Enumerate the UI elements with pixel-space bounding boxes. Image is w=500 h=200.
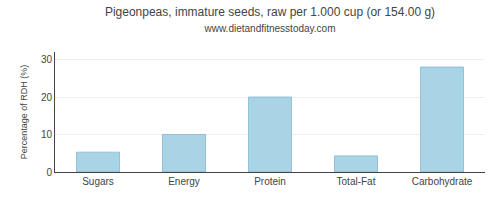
- svg-text:30: 30: [41, 54, 53, 65]
- svg-text:Protein: Protein: [254, 176, 286, 187]
- svg-text:Total-Fat: Total-Fat: [337, 176, 376, 187]
- svg-text:Percentage of RDH (%): Percentage of RDH (%): [19, 65, 29, 160]
- svg-text:0: 0: [46, 167, 52, 178]
- svg-text:Sugars: Sugars: [82, 176, 114, 187]
- svg-text:Pigeonpeas, immature seeds, ra: Pigeonpeas, immature seeds, raw per 1.00…: [105, 5, 435, 34]
- svg-text:Carbohydrate: Carbohydrate: [412, 176, 473, 187]
- svg-text:Energy: Energy: [168, 176, 200, 187]
- svg-text:20: 20: [41, 92, 53, 103]
- svg-text:10: 10: [41, 129, 53, 140]
